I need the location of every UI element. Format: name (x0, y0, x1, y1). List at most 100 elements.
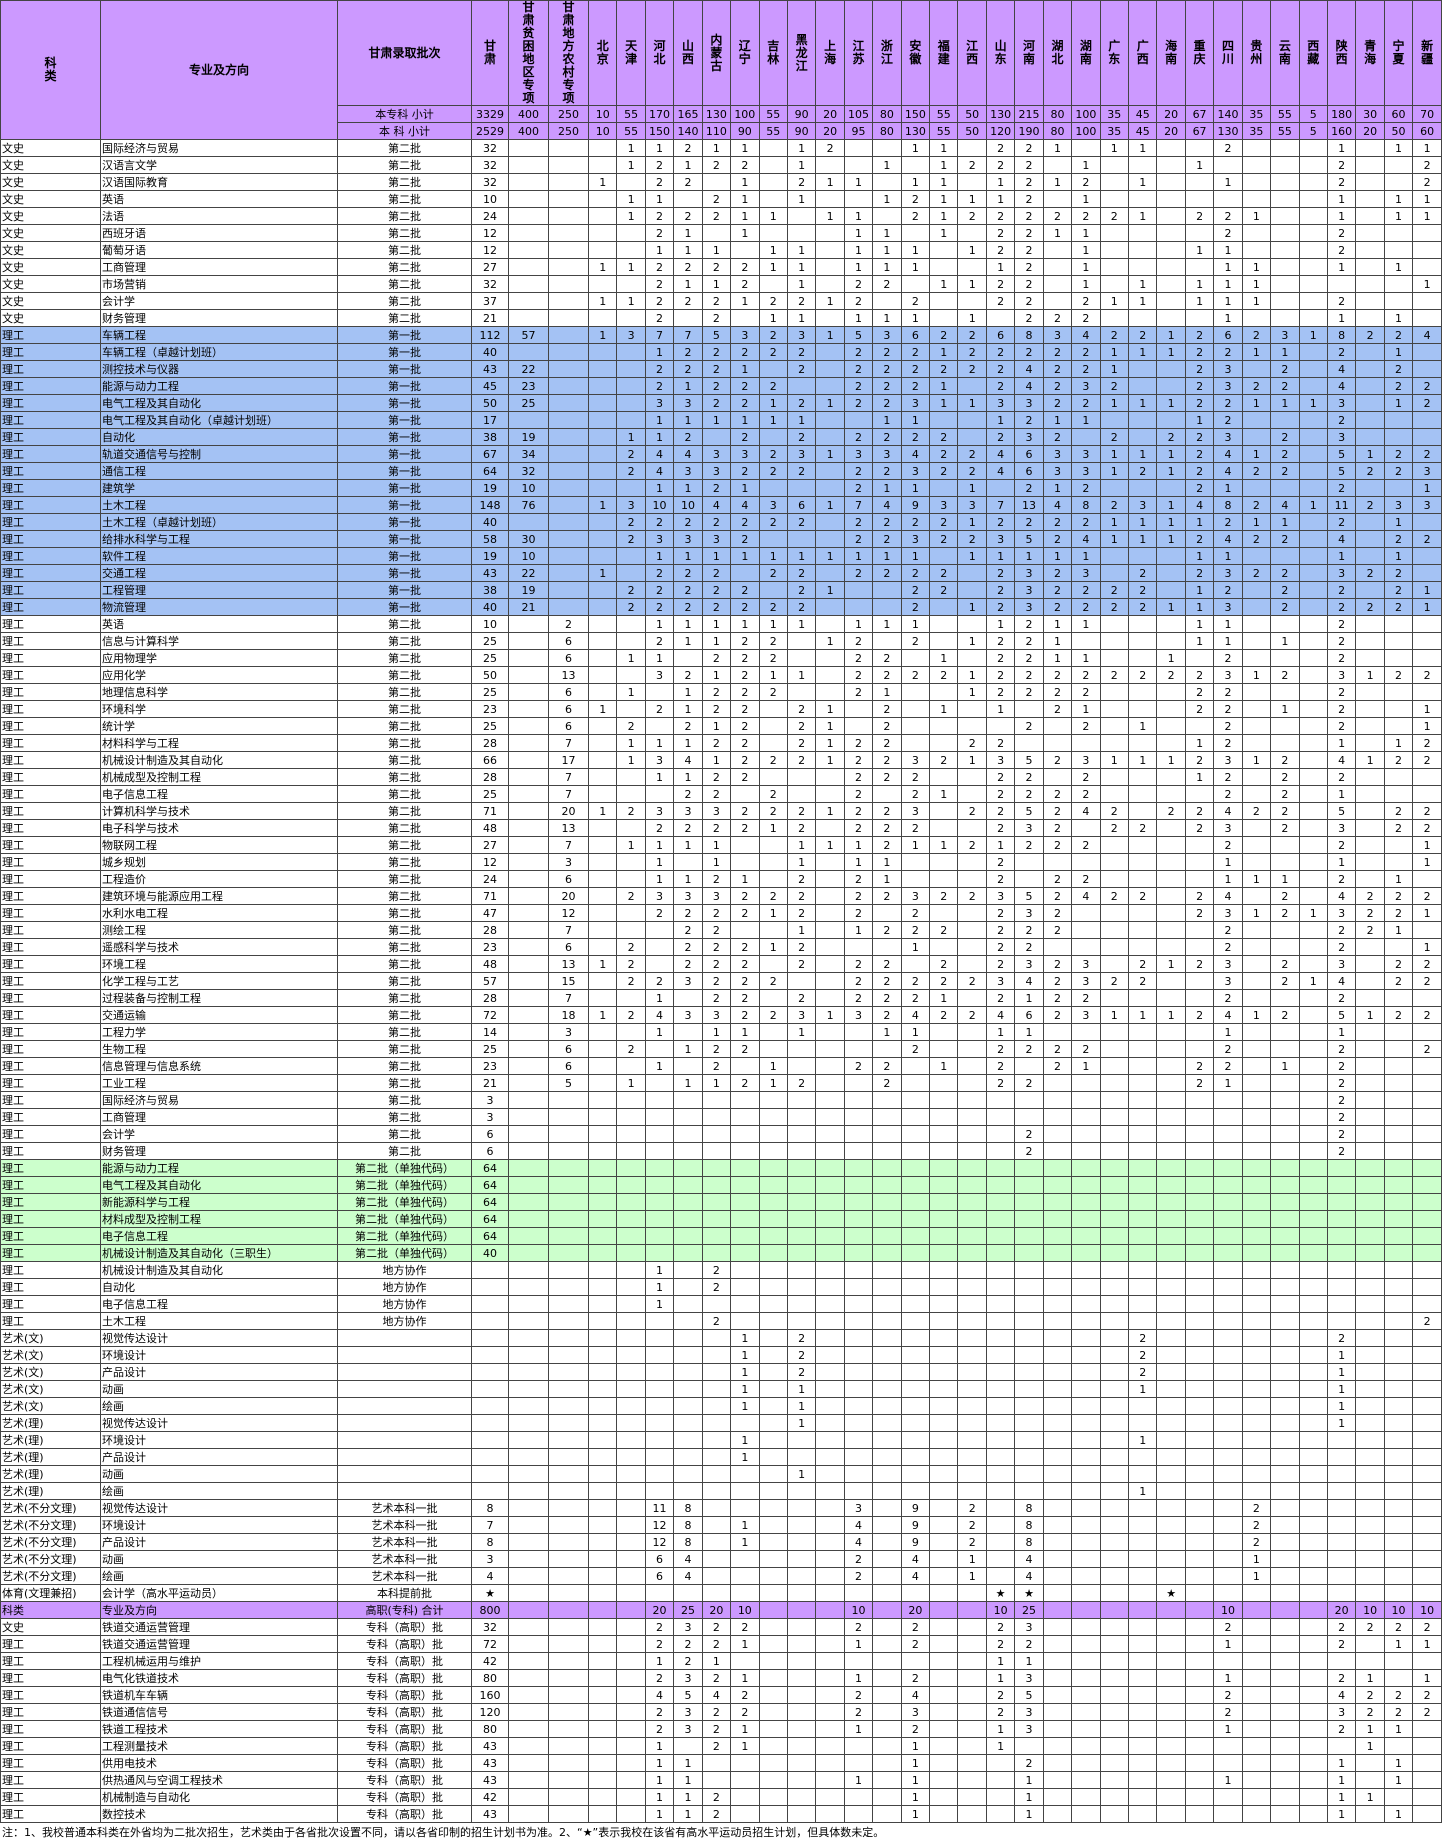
quota-cell (587, 1771, 618, 1789)
quota-cell: 2 (1213, 785, 1243, 803)
quota-cell: 2 (1184, 683, 1215, 701)
quota-cell (673, 1380, 703, 1398)
quota-cell: 2 (929, 581, 959, 599)
quota-cell (1241, 1227, 1272, 1245)
quota-cell: 1 (701, 1023, 732, 1041)
quota-cell: 2 (900, 377, 931, 395)
category-cell: 理工 (0, 904, 101, 922)
quota-cell (548, 1193, 589, 1211)
quota-cell: 1 (815, 836, 845, 854)
quota-cell: 2 (1014, 921, 1044, 939)
quota-cell (701, 1176, 732, 1194)
quota-cell: 1 (815, 207, 845, 225)
quota-cell (587, 411, 618, 429)
data-row: 理工 工程测量技术 专科（高职）批 43 1 2 1 1 1 1 (0, 1737, 1442, 1755)
quota-cell (1156, 1669, 1186, 1687)
quota-cell: 1 (1326, 1346, 1357, 1364)
quota-cell (1156, 1720, 1186, 1738)
quota-cell (587, 445, 618, 463)
quota-cell: 2 (872, 1057, 902, 1075)
quota-cell (644, 1244, 675, 1262)
quota-cell: 1 (758, 207, 788, 225)
quota-cell (1355, 819, 1385, 837)
quota-cell: 2 (1326, 411, 1357, 429)
quota-cell (900, 1057, 931, 1075)
quota-cell: 1 (673, 615, 703, 633)
quota-cell: 2 (843, 683, 874, 701)
quota-cell: 24 (471, 870, 509, 888)
quota-cell: 1 (758, 819, 788, 837)
quota-cell (1099, 1482, 1130, 1500)
quota-cell (985, 1176, 1016, 1194)
quota-cell (1383, 1533, 1414, 1551)
quota-cell (1355, 513, 1385, 531)
quota-cell (815, 224, 845, 242)
quota-cell (701, 1295, 732, 1313)
quota-cell (1241, 1261, 1272, 1279)
quota-cell: 1 (1326, 207, 1357, 225)
quota-cell (508, 1091, 549, 1109)
quota-cell: 2 (1184, 887, 1215, 905)
quota-cell (1298, 1686, 1328, 1704)
quota-cell (1412, 870, 1442, 888)
quota-cell (1355, 1278, 1385, 1296)
quota-cell (1184, 1788, 1215, 1806)
quota-cell (815, 1737, 845, 1755)
quota-cell: 1 (701, 411, 732, 429)
quota-cell: 1 (985, 615, 1016, 633)
table-header: 科类 专业及方向 甘肃录取批次 甘肃 甘肃贫困地区专项 甘肃地方农村专项 北京 天津 河北 山西内… (0, 0, 1442, 140)
category-cell: 艺术(理) (0, 1482, 101, 1500)
major-cell: 环境设计 (100, 1516, 338, 1534)
quota-cell: 1 (1412, 717, 1442, 735)
quota-cell (1326, 1227, 1357, 1245)
quota-cell: 2 (701, 768, 732, 786)
quota-cell (957, 1023, 987, 1041)
quota-cell (900, 1074, 931, 1092)
quota-cell (1128, 1227, 1158, 1245)
quota-cell (957, 1805, 987, 1823)
quota-cell (644, 1465, 675, 1483)
quota-cell: 2 (985, 1040, 1016, 1058)
quota-cell: 4 (701, 1686, 732, 1704)
quota-cell (508, 1210, 549, 1228)
quota-cell (587, 1363, 618, 1381)
quota-cell: 1 (1099, 360, 1130, 378)
quota-cell: 2 (985, 564, 1016, 582)
quota-cell (587, 904, 618, 922)
quota-cell (929, 1329, 959, 1347)
quota-cell: 50 (471, 394, 509, 412)
quota-cell (815, 1091, 845, 1109)
quota-cell (616, 1363, 646, 1381)
quota-cell: 1 (900, 1771, 931, 1789)
quota-cell (1355, 1482, 1385, 1500)
quota-cell (1014, 1057, 1044, 1075)
data-row: 理工 国际经济与贸易 第二批 3 2 (0, 1091, 1442, 1109)
column-header-text: 天津 (625, 39, 638, 66)
category-cell: 艺术(理) (0, 1448, 101, 1466)
quota-cell: 1 (985, 173, 1016, 191)
column-header-text: 上海 (824, 39, 837, 66)
quota-cell (1241, 139, 1272, 157)
quota-cell (1042, 1465, 1073, 1483)
column-header-text: 甘肃地方农村专项 (562, 0, 575, 105)
quota-cell: 1 (1383, 343, 1414, 361)
quota-cell (508, 887, 549, 905)
quota-cell: 2 (1042, 428, 1073, 446)
major-cell: 铁道交通运营管理 (100, 1635, 338, 1653)
quota-cell (616, 921, 646, 939)
quota-cell (872, 1669, 902, 1687)
quota-cell (587, 479, 618, 497)
quota-cell (815, 1210, 845, 1228)
quota-cell (1042, 1380, 1073, 1398)
quota-cell (957, 1788, 987, 1806)
quota-cell (900, 1227, 931, 1245)
column-header-text: 西藏 (1307, 39, 1320, 66)
quota-cell (843, 938, 874, 956)
batch-cell: 第二批（单独代码） (337, 1244, 472, 1262)
quota-cell: 2 (730, 377, 760, 395)
quota-cell: 1 (1014, 547, 1044, 565)
quota-cell (1184, 1125, 1215, 1143)
quota-cell (730, 1482, 760, 1500)
quota-cell (1298, 1805, 1328, 1823)
quota-cell: 2 (730, 717, 760, 735)
